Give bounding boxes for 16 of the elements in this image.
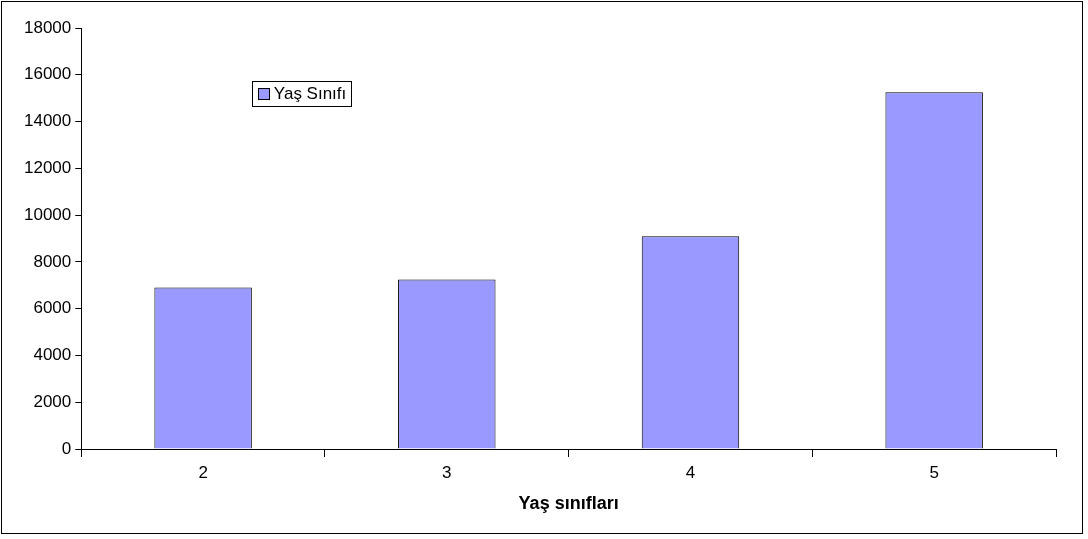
x-axis-title: Yaş sınıfları (518, 493, 619, 514)
y-tick-label: 4000 (33, 345, 72, 365)
y-tick-label: 10000 (23, 204, 72, 224)
y-tick-label: 8000 (33, 251, 72, 271)
x-tick-label: 3 (442, 462, 452, 482)
y-tick-label: 0 (61, 438, 72, 458)
y-tick-label: 16000 (23, 64, 72, 84)
y-tick-label: 6000 (33, 298, 72, 318)
y-tick-label: 12000 (23, 158, 72, 178)
x-tick-label: 2 (198, 462, 208, 482)
y-tick-label: 14000 (23, 111, 72, 131)
x-tick-label: 4 (685, 462, 696, 482)
legend-label: Yaş Sınıfı (273, 84, 347, 104)
x-tick-label: 5 (929, 462, 939, 482)
y-tick-label: 2000 (33, 391, 72, 411)
y-tick-label: 18000 (23, 17, 72, 37)
